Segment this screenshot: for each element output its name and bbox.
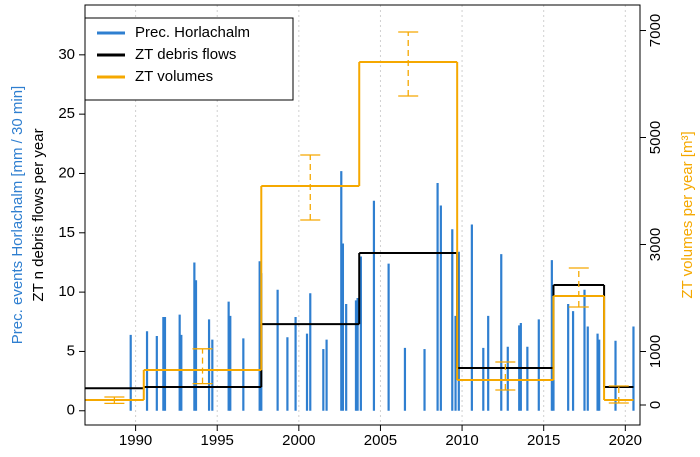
- x-tick-label: 2000: [282, 432, 315, 449]
- y-tick-label: 10: [58, 283, 75, 300]
- y-tick-label: 15: [58, 224, 75, 241]
- x-tick-label: 2015: [527, 432, 560, 449]
- y2-tick-label: 5000: [647, 121, 664, 154]
- y2-tick-label: 7000: [647, 14, 664, 47]
- legend-label: ZT debris flows: [135, 46, 236, 63]
- y-tick-label: 0: [67, 402, 75, 419]
- y2-tick-label: 1000: [647, 335, 664, 368]
- y2-tick-label: 0: [647, 401, 664, 409]
- x-tick-label: 1990: [119, 432, 152, 449]
- x-tick-label: 1995: [201, 432, 234, 449]
- y2-axis-label: ZT volumes per year [m³]: [679, 131, 696, 298]
- legend-label: Prec. Horlachalm: [135, 24, 250, 41]
- y-axis-label: Prec. events Horlachalm [mm / 30 min]: [9, 86, 26, 344]
- y-tick-label: 30: [58, 46, 75, 63]
- y-tick-label: 5: [67, 342, 75, 359]
- plot-frame: [84, 4, 641, 426]
- x-tick-label: 2005: [364, 432, 397, 449]
- x-tick-label: 2010: [445, 432, 478, 449]
- y-tick-label: 20: [58, 164, 75, 181]
- y-tick-label: 25: [58, 105, 75, 122]
- legend-label: ZT volumes: [135, 68, 213, 85]
- x-tick-label: 2020: [609, 432, 642, 449]
- y2-tick-label: 3000: [647, 228, 664, 261]
- y-axis-label: ZT n debris flows per year: [30, 128, 47, 301]
